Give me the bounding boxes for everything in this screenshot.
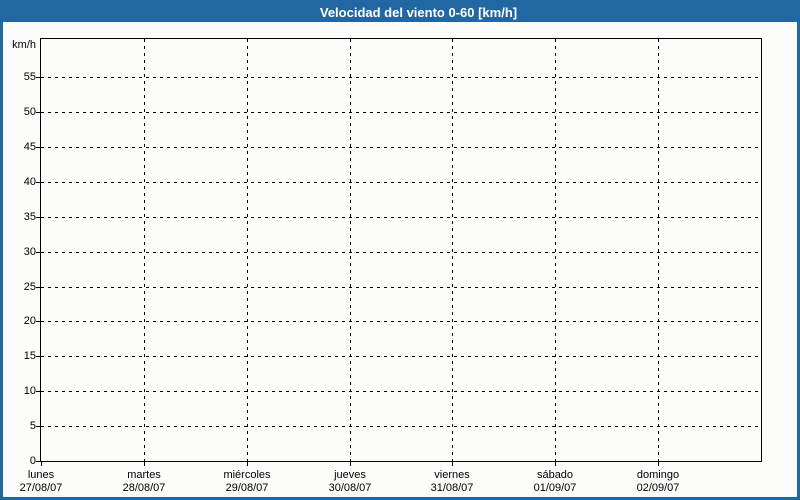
x-day-label: viernes: [434, 469, 470, 481]
y-tick-label: 20: [23, 315, 36, 327]
y-tick-label: 30: [23, 246, 36, 258]
x-category-label: viernes 31/08/07: [400, 469, 504, 495]
title-bar: Velocidad del viento 0-60 [km/h]: [3, 3, 797, 22]
y-axis-tick: [36, 252, 40, 253]
y-axis-tick: [36, 147, 40, 148]
y-gridline: [41, 182, 761, 183]
y-axis-tick: [36, 77, 40, 78]
y-tick-label: 25: [23, 281, 36, 293]
x-date-label: 02/09/07: [636, 482, 680, 494]
y-axis-tick: [36, 182, 40, 183]
y-axis-tick: [36, 356, 40, 357]
x-category-label: lunes 27/08/07: [3, 469, 93, 495]
y-gridline: [41, 356, 761, 357]
y-tick-label: 15: [23, 350, 36, 362]
x-gridline: [555, 39, 556, 461]
y-axis-tick: [36, 426, 40, 427]
x-day-label: miércoles: [223, 469, 271, 481]
y-axis-tick: [36, 112, 40, 113]
y-axis-tick: [36, 287, 40, 288]
x-day-label: jueves: [334, 469, 366, 481]
y-gridline: [41, 391, 761, 392]
x-date-label: 27/08/07: [19, 482, 63, 494]
x-axis-tick: [452, 461, 453, 466]
x-day-label: sábado: [536, 469, 574, 481]
x-axis-tick: [144, 461, 145, 466]
y-tick-label: 0: [29, 455, 36, 467]
x-category-label: martes 28/08/07: [92, 469, 196, 495]
y-tick-label: 50: [23, 106, 36, 118]
x-category-label: domingo 02/09/07: [606, 469, 710, 495]
y-tick-label: 10: [23, 385, 36, 397]
x-axis-tick: [247, 461, 248, 466]
y-gridline: [41, 426, 761, 427]
y-gridline: [41, 252, 761, 253]
y-gridline: [41, 321, 761, 322]
chart-title: Velocidad del viento 0-60 [km/h]: [319, 5, 518, 20]
y-tick-label: 5: [29, 420, 36, 432]
x-day-label: lunes: [27, 469, 55, 481]
y-axis-tick: [36, 461, 40, 462]
x-category-label: sábado 01/09/07: [503, 469, 607, 495]
y-gridline: [41, 112, 761, 113]
x-gridline: [144, 39, 145, 461]
x-date-label: 29/08/07: [225, 482, 269, 494]
y-gridline: [41, 287, 761, 288]
x-day-label: domingo: [636, 469, 680, 481]
y-tick-label: 45: [23, 141, 36, 153]
x-date-label: 30/08/07: [328, 482, 372, 494]
y-gridline: [41, 217, 761, 218]
y-gridline: [41, 147, 761, 148]
x-date-label: 01/09/07: [533, 482, 577, 494]
y-tick-label: 55: [23, 71, 36, 83]
x-axis-tick: [555, 461, 556, 466]
x-gridline: [350, 39, 351, 461]
y-tick-label: 35: [23, 211, 36, 223]
x-gridline: [658, 39, 659, 461]
x-category-label: jueves 30/08/07: [298, 469, 402, 495]
x-gridline: [247, 39, 248, 461]
x-day-label: martes: [127, 469, 161, 481]
x-date-label: 31/08/07: [430, 482, 474, 494]
x-gridline: [452, 39, 453, 461]
x-axis-tick: [658, 461, 659, 466]
y-gridline: [41, 77, 761, 78]
plot-area: km/h 0 5 10 15 20 25 30 35 40 45 50 55 lunes 27/08/07…: [12, 38, 762, 494]
x-date-label: 28/08/07: [122, 482, 166, 494]
y-axis-tick: [36, 217, 40, 218]
y-axis-tick: [36, 391, 40, 392]
y-tick-label: 40: [23, 176, 36, 188]
x-axis-tick: [350, 461, 351, 466]
x-axis-tick: [41, 461, 42, 466]
y-axis-unit-label: km/h: [12, 39, 36, 51]
y-axis-tick: [36, 321, 40, 322]
x-category-label: miércoles 29/08/07: [195, 469, 299, 495]
